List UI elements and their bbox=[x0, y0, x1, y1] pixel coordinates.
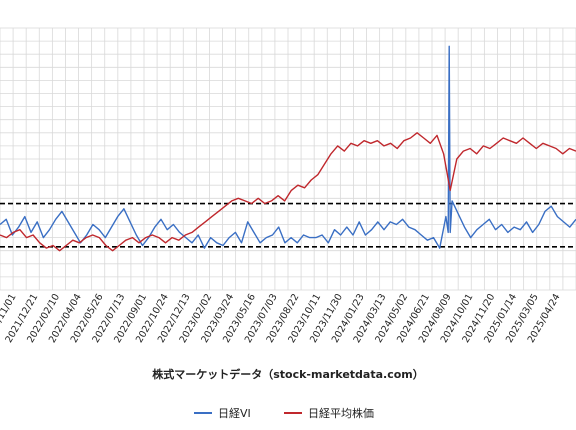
legend-item-vi: 日経VI bbox=[194, 405, 251, 421]
legend: 日経VI 日経平均株価 bbox=[0, 405, 576, 421]
legend-swatch-nikkei bbox=[284, 412, 302, 414]
grid bbox=[0, 27, 576, 291]
legend-label-nikkei: 日経平均株価 bbox=[308, 407, 374, 420]
legend-swatch-vi bbox=[194, 412, 212, 414]
source-caption: 株式マーケットデータ（stock-marketdata.com） bbox=[152, 368, 424, 381]
legend-item-nikkei: 日経平均株価 bbox=[284, 405, 374, 421]
x-axis-labels: 2021/11/012021/12/212022/02/102022/04/04… bbox=[0, 292, 563, 345]
reference-lines bbox=[0, 202, 576, 248]
series-line-vi bbox=[0, 45, 576, 249]
series-line-nikkei bbox=[0, 132, 576, 252]
series-group bbox=[0, 45, 576, 252]
legend-label-vi: 日経VI bbox=[218, 407, 251, 420]
chart-svg: 2021/11/012021/12/212022/02/102022/04/04… bbox=[0, 27, 576, 345]
